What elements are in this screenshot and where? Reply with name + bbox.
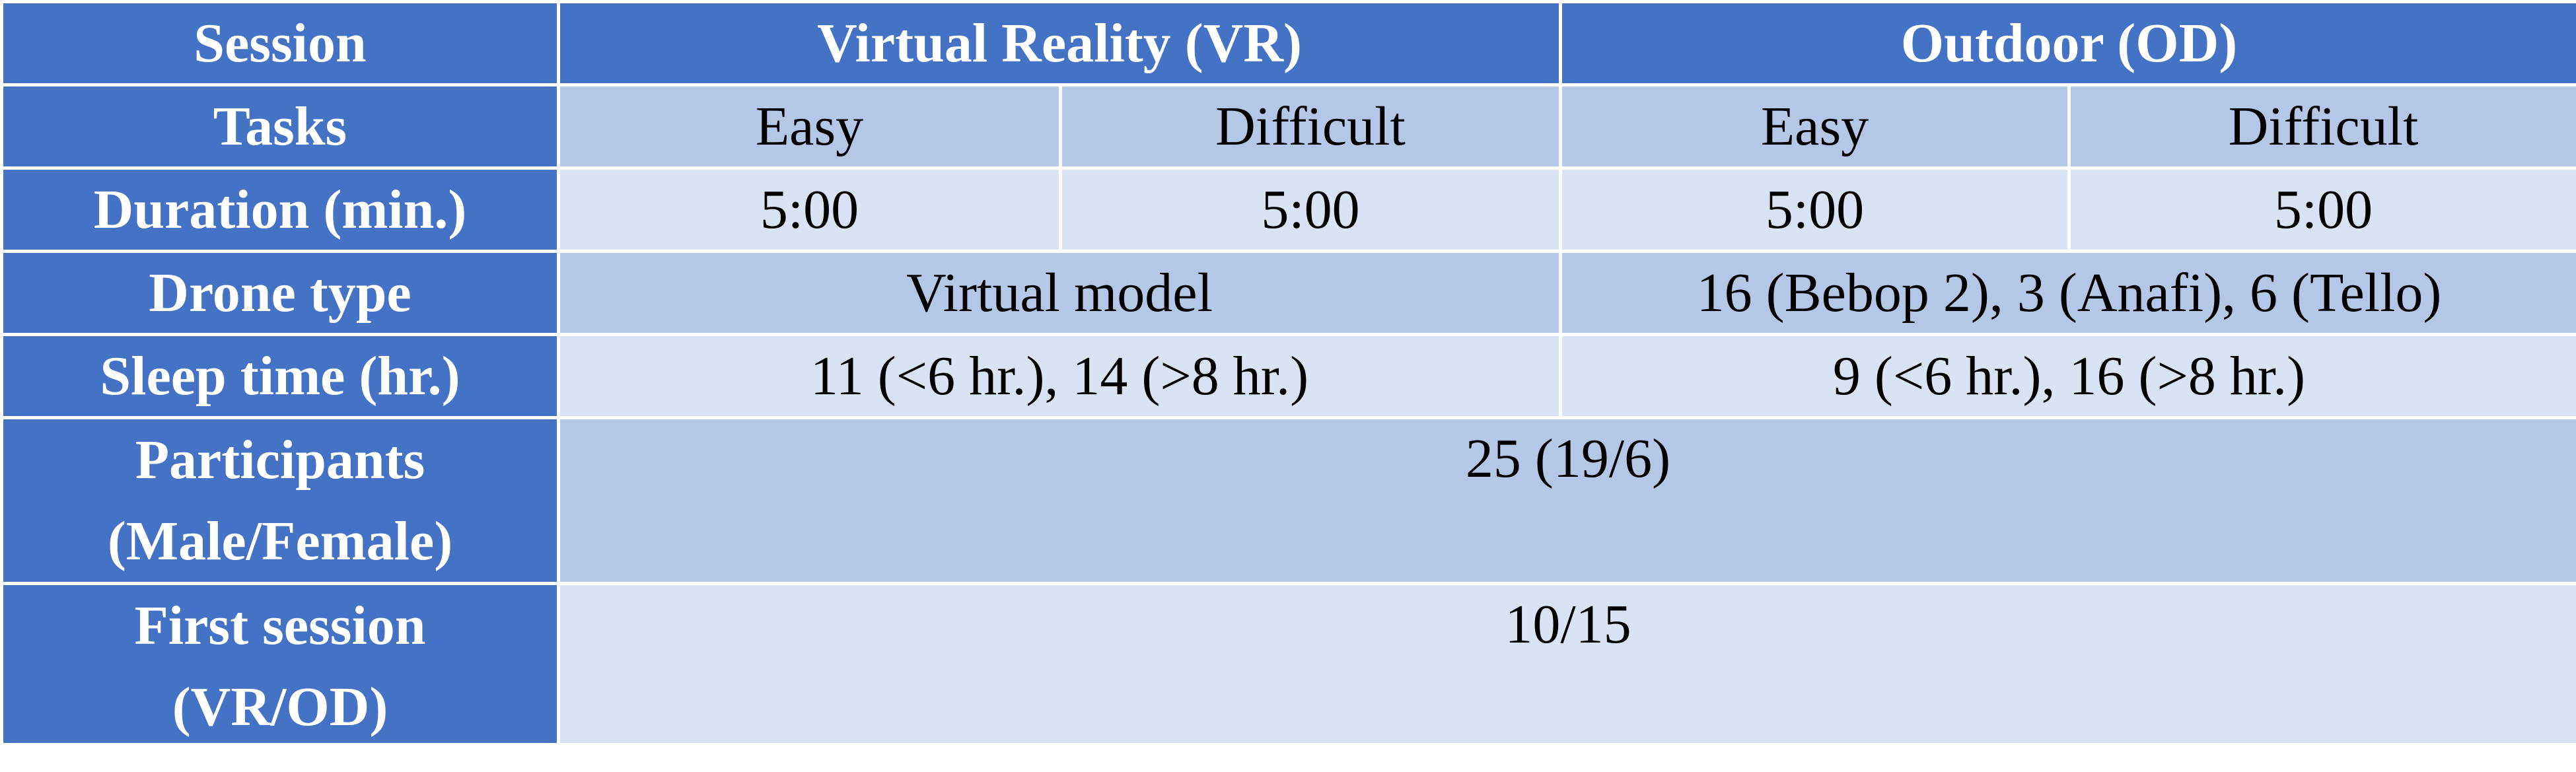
- cell-first-session-value: 10/15: [557, 582, 2576, 743]
- cell-od-sleep-time: 9 (<6 hr.), 16 (>8 hr.): [1559, 333, 2576, 419]
- cell-vr-easy-duration: 5:00: [557, 166, 1062, 253]
- table-row-sleep-time: Sleep time (hr.) 11 (<6 hr.), 14 (>8 hr.…: [0, 333, 2576, 419]
- first-session-value-text: 10/15: [1505, 594, 1631, 655]
- cell-od-easy-task: Easy: [1559, 83, 2071, 170]
- session-table-container: Session Virtual Reality (VR) Outdoor (OD…: [0, 0, 2576, 743]
- row-label-first-session: First session (VR/OD): [0, 582, 560, 743]
- row-label-tasks: Tasks: [0, 83, 560, 170]
- table-row-participants: Participants (Male/Female) 25 (19/6): [0, 416, 2576, 585]
- row-label-drone-type: Drone type: [0, 250, 560, 336]
- header-virtual-reality: Virtual Reality (VR): [557, 0, 1562, 87]
- table-header-row: Session Virtual Reality (VR) Outdoor (OD…: [0, 0, 2576, 87]
- row-label-participants-line1: Participants: [135, 429, 425, 491]
- row-label-first-session-line1: First session: [134, 595, 426, 656]
- session-summary-table: Session Virtual Reality (VR) Outdoor (OD…: [0, 0, 2576, 743]
- cell-od-difficult-duration: 5:00: [2067, 166, 2576, 253]
- row-label-participants-line2: (Male/Female): [107, 510, 453, 572]
- cell-vr-easy-task: Easy: [557, 83, 1062, 170]
- header-session: Session: [0, 0, 560, 87]
- cell-od-difficult-task: Difficult: [2067, 83, 2576, 170]
- cell-vr-sleep-time: 11 (<6 hr.), 14 (>8 hr.): [557, 333, 1562, 419]
- participants-value-text: 25 (19/6): [1465, 428, 1671, 489]
- cell-participants-value: 25 (19/6): [557, 416, 2576, 585]
- row-label-sleep-time: Sleep time (hr.): [0, 333, 560, 419]
- header-outdoor: Outdoor (OD): [1559, 0, 2576, 87]
- row-label-duration: Duration (min.): [0, 166, 560, 253]
- cell-vr-difficult-duration: 5:00: [1059, 166, 1562, 253]
- table-row-first-session: First session (VR/OD) 10/15: [0, 582, 2576, 743]
- table-row-duration: Duration (min.) 5:00 5:00 5:00 5:00: [0, 166, 2576, 253]
- cell-vr-difficult-task: Difficult: [1059, 83, 1562, 170]
- row-label-first-session-line2: (VR/OD): [172, 676, 388, 738]
- table-row-drone-type: Drone type Virtual model 16 (Bebop 2), 3…: [0, 250, 2576, 336]
- cell-od-easy-duration: 5:00: [1559, 166, 2071, 253]
- row-label-participants: Participants (Male/Female): [0, 416, 560, 585]
- table-row-tasks: Tasks Easy Difficult Easy Difficult: [0, 83, 2576, 170]
- cell-od-drone-type: 16 (Bebop 2), 3 (Anafi), 6 (Tello): [1559, 250, 2576, 336]
- cell-vr-drone-type: Virtual model: [557, 250, 1562, 336]
